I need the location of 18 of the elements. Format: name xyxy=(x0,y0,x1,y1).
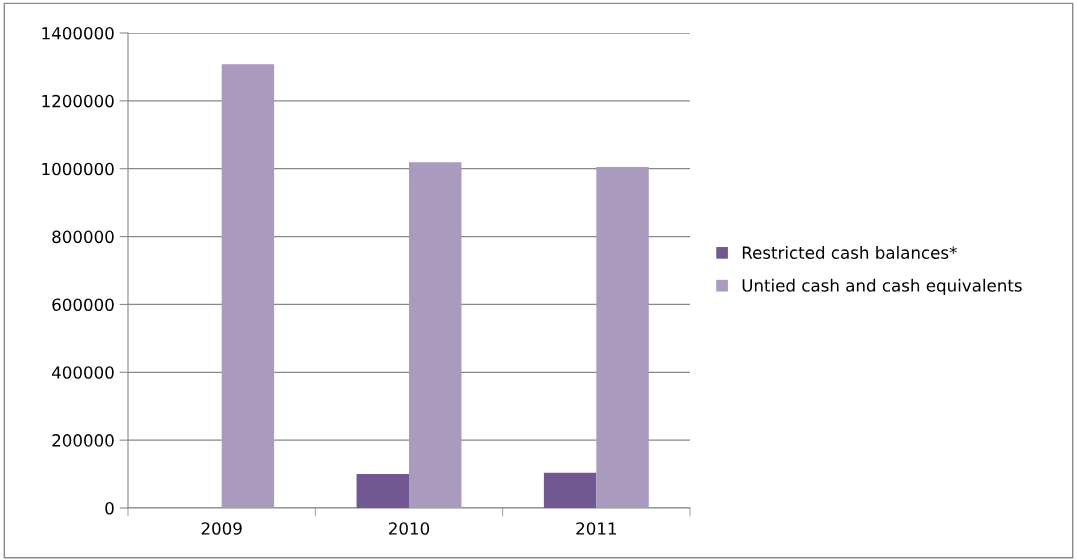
x-tick-label: 2009 xyxy=(201,522,242,535)
y-tick-label: 400000 xyxy=(52,366,114,379)
x-tick-label: 2010 xyxy=(389,522,430,535)
legend-label: Restricted cash balances* xyxy=(742,246,957,259)
y-tick-label: 0 xyxy=(105,501,114,515)
y-tick-label: 200000 xyxy=(52,434,114,447)
bar xyxy=(356,474,409,508)
bar xyxy=(543,472,597,508)
y-tick-label: 1400000 xyxy=(42,26,114,40)
bar xyxy=(221,64,275,508)
bar xyxy=(596,167,649,508)
legend-label: Untied cash and cash equivalents xyxy=(742,278,1022,295)
x-tick-label: 2011 xyxy=(576,522,616,535)
bar xyxy=(409,162,462,508)
y-tick-label: 1000000 xyxy=(42,162,114,176)
y-tick-label: 600000 xyxy=(52,298,114,311)
y-tick-label: 1200000 xyxy=(42,94,114,108)
y-tick-label: 800000 xyxy=(52,230,114,244)
